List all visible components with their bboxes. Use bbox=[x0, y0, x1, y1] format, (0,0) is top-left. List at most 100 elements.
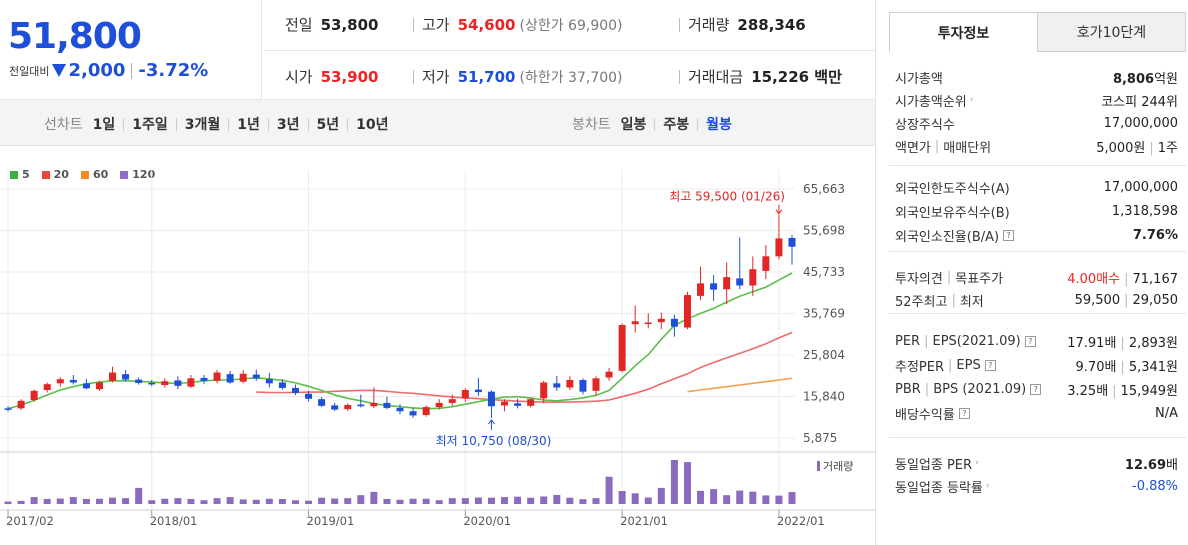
prev-close: 전일 53,800 bbox=[285, 14, 379, 35]
volume-bar bbox=[762, 495, 770, 504]
help-icon[interactable]: ? bbox=[958, 407, 970, 419]
candle-body bbox=[514, 403, 522, 406]
y-tick-label: 55,698 bbox=[803, 224, 845, 238]
candle-body bbox=[409, 411, 417, 416]
tab-5year[interactable]: 5년 bbox=[316, 117, 340, 133]
x-tick-label: 2021/01 bbox=[620, 514, 668, 528]
volume-bar bbox=[422, 498, 430, 504]
volume-bar bbox=[501, 497, 509, 504]
tab-1week[interactable]: 1주일 bbox=[132, 117, 168, 133]
face-value-wrap: 5,000원 | 1주 bbox=[1096, 137, 1178, 156]
volume-bar bbox=[161, 498, 169, 504]
down-triangle-icon bbox=[52, 64, 67, 77]
candle-body bbox=[566, 380, 574, 388]
invest-info-panel: 투자정보 호가10단계 시가총액 8,806억원 시가총액순위 › 코스피 244… bbox=[889, 12, 1188, 545]
target-label: 목표주가 bbox=[955, 271, 1004, 287]
prev-close-value: 53,800 bbox=[320, 16, 379, 34]
legend-swatch bbox=[10, 170, 18, 179]
volume-bar bbox=[174, 498, 182, 504]
candle-body bbox=[278, 382, 286, 388]
divider bbox=[697, 117, 699, 131]
week52-high-label: 52주최고 bbox=[895, 294, 948, 310]
divider: | bbox=[948, 357, 953, 373]
volume-bar bbox=[736, 490, 744, 504]
current-price: 51,800 bbox=[8, 16, 142, 57]
legend-ma60: 60 bbox=[80, 168, 108, 181]
candle-body bbox=[4, 408, 12, 410]
opinion-label: 투자의견 bbox=[895, 271, 943, 287]
chart-panel: 51,800 전일대비 2,000 -3.72% 전일 53,800 고가 54… bbox=[0, 0, 876, 545]
market-cap-unit: 억원 bbox=[1154, 71, 1178, 87]
candle-body bbox=[135, 379, 143, 383]
candle-body bbox=[291, 387, 299, 393]
candle-body bbox=[30, 390, 38, 400]
volume-bar bbox=[187, 498, 195, 504]
x-tick-label: 2017/02 bbox=[6, 514, 54, 528]
y-tick-label: 5,875 bbox=[803, 431, 837, 445]
divider bbox=[654, 117, 656, 131]
market-cap-label: 시가총액 bbox=[895, 71, 943, 87]
candle-body bbox=[69, 380, 77, 383]
divider: | bbox=[934, 138, 940, 154]
tab-monthly[interactable]: 월봉 bbox=[706, 117, 732, 133]
sector-per-label-wrap[interactable]: 동일업종 PER › bbox=[895, 454, 1125, 473]
help-icon[interactable]: ? bbox=[1024, 335, 1036, 347]
candle-body bbox=[344, 404, 352, 410]
per-label: PER bbox=[895, 333, 921, 349]
help-icon[interactable]: ? bbox=[984, 359, 996, 371]
volume-bar bbox=[514, 496, 522, 504]
candle-body bbox=[435, 402, 443, 408]
tab-order-book[interactable]: 호가10단계 bbox=[1038, 12, 1186, 52]
change-percent: -3.72% bbox=[138, 60, 209, 81]
legend-ma120: 120 bbox=[120, 168, 155, 181]
volume-bar bbox=[409, 498, 417, 504]
trade-unit-value: 1주 bbox=[1157, 140, 1178, 156]
candle-body bbox=[618, 325, 626, 371]
tab-3month[interactable]: 3개월 bbox=[184, 117, 221, 133]
high-value: 54,600 bbox=[457, 16, 516, 34]
volume-bar bbox=[252, 499, 260, 504]
tab-10year[interactable]: 10년 bbox=[356, 117, 389, 133]
tab-3year[interactable]: 3년 bbox=[276, 117, 300, 133]
help-icon[interactable]: ? bbox=[1003, 229, 1015, 241]
week52-label-wrap: 52주최고 | 최저 bbox=[895, 291, 1075, 310]
volume-bar bbox=[56, 498, 64, 504]
candle-body bbox=[644, 322, 652, 325]
tab-weekly[interactable]: 주봉 bbox=[663, 117, 690, 133]
legend-label: 5 bbox=[22, 168, 30, 181]
candle-body bbox=[762, 256, 770, 271]
candlestick-chart[interactable]: 65,663 55,698 45,733 35,769 25,804 15,840 5,87… bbox=[0, 150, 876, 545]
market-cap-value-wrap: 8,806억원 bbox=[1113, 68, 1178, 87]
y-tick-label: 35,769 bbox=[803, 307, 845, 321]
tab-daily[interactable]: 일봉 bbox=[620, 117, 647, 133]
help-icon[interactable]: ? bbox=[1030, 383, 1042, 395]
valuation-section: PER | EPS(2021.09)? 17.91배 | 2,893원 추정PER | EP… bbox=[889, 314, 1186, 438]
sector-change-label-wrap[interactable]: 동일업종 등락률 › bbox=[895, 477, 1132, 496]
market-cap-value: 8,806 bbox=[1112, 71, 1155, 87]
tab-invest-info[interactable]: 투자정보 bbox=[889, 12, 1038, 52]
sector-change-row: 동일업종 등락률 › -0.88% bbox=[895, 475, 1178, 497]
dividend-label: 배당수익률 bbox=[895, 407, 955, 423]
week52-low-value: 29,050 bbox=[1132, 292, 1179, 308]
legend-swatch bbox=[80, 170, 89, 179]
est-per-row: 추정PER | EPS? 9.70배 | 5,341원 bbox=[895, 354, 1178, 376]
market-rank-label-wrap[interactable]: 시가총액순위 › bbox=[895, 91, 1101, 110]
tab-1year[interactable]: 1년 bbox=[237, 117, 260, 133]
volume-bar bbox=[579, 499, 587, 504]
face-value-row: 액면가 | 매매단위 5,000원 | 1주 bbox=[895, 135, 1178, 157]
sector-change-label: 동일업종 등락률 bbox=[895, 480, 983, 496]
divider bbox=[679, 18, 680, 32]
divider bbox=[413, 70, 414, 84]
candle-body bbox=[56, 379, 64, 384]
x-tick-label: 2018/01 bbox=[150, 514, 198, 528]
volume-bar bbox=[474, 497, 482, 504]
y-tick-label: 45,733 bbox=[803, 265, 845, 279]
shares-value: 17,000,000 bbox=[1103, 115, 1178, 131]
ma5-line bbox=[7, 272, 793, 410]
divider bbox=[267, 117, 269, 131]
tab-1day[interactable]: 1일 bbox=[92, 117, 116, 133]
candle-body bbox=[775, 238, 783, 257]
foreign-ratio-row: 외국인소진율(B/A)? 7.76% bbox=[895, 224, 1178, 246]
legend-label: 120 bbox=[132, 168, 156, 181]
legend-ma5: 5 bbox=[10, 168, 30, 181]
